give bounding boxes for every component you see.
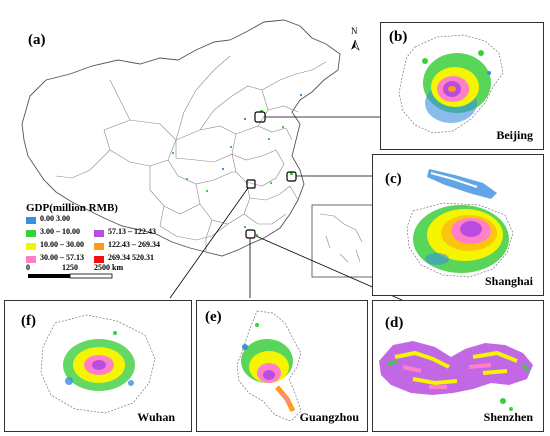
shenzhen-name: Shenzhen: [483, 410, 533, 424]
shanghai-marker: [286, 171, 297, 182]
legend-item-2: 3.00 – 10.00: [40, 227, 80, 236]
shenzhen-map: [379, 341, 533, 411]
panel-a-label: (a): [28, 32, 46, 48]
shanghai-map: [406, 169, 514, 278]
province-borders: [55, 55, 327, 252]
legend-title: GDP(million RMB): [26, 202, 118, 214]
south-china-sea-inset: [311, 204, 375, 278]
legend-item-4: 30.00 – 57.13: [40, 253, 84, 262]
beijing-inset: (b) Beijing: [380, 22, 544, 150]
city-markers: [245, 111, 297, 239]
china-outline: [21, 19, 341, 257]
panel-d-label: (d): [385, 315, 404, 331]
legend-item-3: 10.00 – 30.00: [40, 240, 84, 249]
beijing-name: Beijing: [496, 128, 533, 142]
scale-bar-graphic: [28, 273, 113, 279]
legend-item-5: 57.13 – 122.43: [108, 227, 156, 236]
leader-lines: [169, 116, 403, 301]
scale-label-2500: 2500 km: [94, 263, 124, 272]
wuhan-map: [40, 314, 156, 414]
gdp-specks: [172, 94, 302, 236]
north-arrow-letter: N: [351, 26, 358, 36]
scale-label-1250: 1250: [62, 263, 78, 272]
shenzhen-inset: (d) Shenzhen: [372, 300, 544, 432]
wuhan-inset: (f) Wuhan: [4, 300, 192, 432]
wuhan-name: Wuhan: [137, 410, 175, 424]
shanghai-inset: (c) Shanghai: [372, 154, 544, 296]
panel-c-label: (c): [385, 171, 402, 187]
guangzhou-marker: [245, 229, 256, 239]
beijing-map: [398, 34, 504, 134]
panel-e-label: (e): [205, 309, 222, 325]
scale-label-0: 0: [26, 263, 30, 272]
guangzhou-map: [236, 310, 302, 422]
north-arrow-icon: [351, 39, 360, 51]
panel-b-label: (b): [389, 29, 408, 45]
guangzhou-name: Guangzhou: [299, 410, 359, 424]
shanghai-name: Shanghai: [484, 274, 533, 288]
legend-swatches: [26, 217, 104, 263]
guangzhou-inset: (e) Guangzhou: [196, 300, 368, 432]
panel-f-label: (f): [21, 313, 36, 329]
legend-item-6: 122.43 – 269.34: [108, 240, 160, 249]
legend-item-1: 0.00 3.00: [40, 214, 70, 223]
legend-item-7: 269.34 520.31: [108, 253, 154, 262]
wuhan-marker: [246, 179, 256, 189]
